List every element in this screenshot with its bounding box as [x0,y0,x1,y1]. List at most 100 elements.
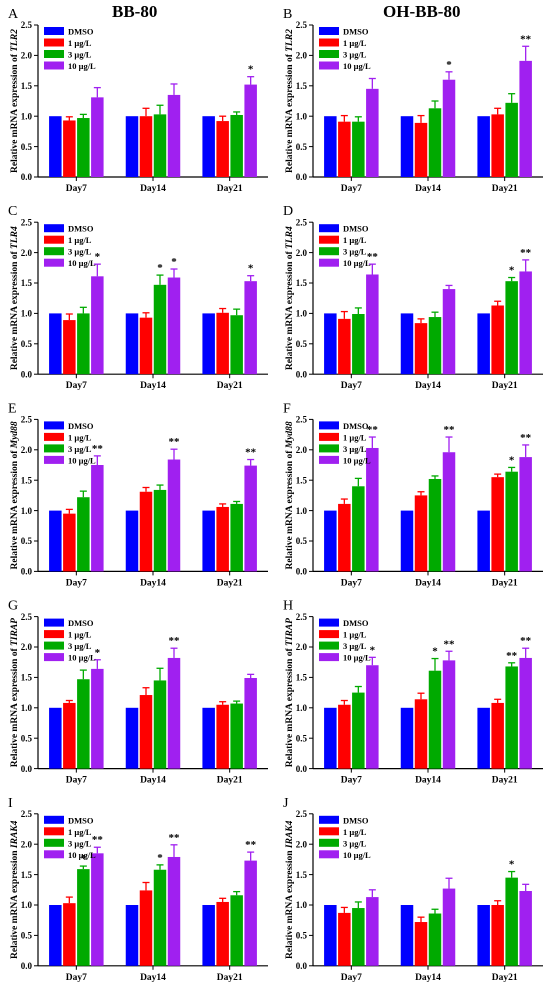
bar [428,317,442,375]
bar [352,908,365,966]
bar [244,465,257,572]
x-tick-label: Day14 [140,776,166,786]
panel-letter: B [283,7,292,22]
x-tick-label: Day14 [140,381,166,391]
legend-label: 1 μg/L [68,827,92,837]
significance-mark: * [248,263,254,275]
bar [491,702,504,769]
significance-mark: ** [169,635,181,647]
bar [49,510,62,572]
x-tick-label: Day21 [492,776,518,786]
y-axis-label: Relative mRNA expression of TIRAP [285,618,295,767]
y-tick-label: 2.0 [296,51,308,61]
bar [491,114,504,177]
bar [49,905,62,966]
y-axis-label: Relative mRNA expression of TLR4 [285,226,295,370]
significance-mark: ** [367,424,379,436]
panel-letter: H [283,599,293,614]
bar [505,877,518,966]
significance-mark: ** [444,424,456,436]
legend-swatch [319,630,339,639]
bar [49,707,62,769]
significance-mark: ** [245,447,257,459]
bar [230,114,243,177]
legend-label: DMSO [68,618,94,628]
bar [91,668,104,769]
y-tick-label: 0.0 [21,369,33,379]
legend-label: 10 μg/L [68,850,96,860]
significance-mark: * [509,859,515,871]
significance-mark: ** [92,443,104,455]
y-tick-label: 0.5 [296,339,308,349]
bar [352,121,365,177]
legend-label: 3 μg/L [68,247,92,257]
y-tick-label: 1.0 [21,111,33,121]
y-tick-label: 1.5 [296,870,308,880]
y-axis-label: Relative mRNA expression of Myd88 [10,421,20,569]
bar [202,905,215,966]
bar [505,102,518,177]
x-tick-label: Day14 [140,578,166,588]
significance-mark: ** [444,638,456,650]
bar [244,678,257,769]
y-tick-label: 2.5 [21,20,33,30]
y-tick-label: 2.5 [21,217,33,227]
y-tick-label: 0.5 [21,339,33,349]
y-tick-label: 1.5 [296,673,308,683]
legend-label: 10 μg/L [343,850,371,860]
column-title-left: BB-80 [112,2,158,21]
bar [230,895,243,966]
bar [125,313,139,375]
bar [366,665,379,769]
legend-label: 1 μg/L [68,235,92,245]
y-tick-label: 0.5 [21,536,33,546]
y-tick-label: 0.0 [21,961,33,971]
significance-mark: ** [506,650,518,662]
legend-label: DMSO [68,815,94,825]
bar [202,116,215,177]
bar [414,922,428,966]
column-title-right: OH-BB-80 [383,2,461,21]
legend-swatch [44,641,64,650]
bar [230,315,243,375]
bar [167,856,181,966]
bar [139,890,153,966]
bar [125,116,139,177]
bar [167,657,181,769]
panel-letter: J [283,796,289,811]
y-tick-label: 0.5 [296,142,308,152]
significance-mark: ** [520,247,532,259]
y-axis-label: Relative mRNA expression of TLR2 [285,29,295,173]
y-tick-label: 2.0 [21,642,33,652]
bar [139,695,153,769]
legend-label: 3 μg/L [343,50,367,60]
y-tick-label: 1.0 [21,703,33,713]
bar [125,510,139,572]
bar [139,491,153,572]
legend-swatch [319,455,339,464]
legend-label: 1 μg/L [343,432,367,442]
bar [153,114,167,177]
legend-swatch [44,444,64,453]
panel-letter: I [8,796,13,811]
bar [49,313,62,375]
bar [77,313,90,375]
bar [428,108,442,177]
bar [167,459,181,572]
legend-label: DMSO [68,27,94,37]
bar [442,289,456,375]
x-tick-label: Day21 [492,578,518,588]
y-tick-label: 1.5 [21,673,33,683]
significance-mark: ** [169,832,181,844]
x-tick-label: Day21 [217,973,243,983]
bar [49,116,62,177]
y-tick-label: 1.0 [21,309,33,319]
significance-mark: * [509,265,515,277]
panel-letter: A [8,7,19,22]
legend-swatch [44,827,64,836]
significance-mark: ** [520,635,532,647]
y-tick-label: 2.0 [21,445,33,455]
bar [244,84,257,177]
